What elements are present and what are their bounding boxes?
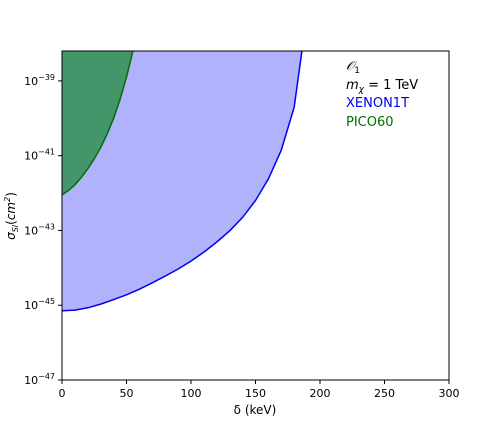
boundary-line-xenon1t bbox=[61, 50, 303, 312]
plot-fills bbox=[61, 50, 303, 312]
operator-annotation: 𝒪1 bbox=[346, 59, 360, 76]
x-axis-ticks: 0 50 100 150 200 250 300 bbox=[59, 380, 460, 400]
y-tick-label: 10−39 bbox=[24, 73, 55, 88]
y-axis-ticks: 10−47 10−45 10−43 10−41 10−39 bbox=[24, 73, 62, 387]
x-axis-label: δ (keV) bbox=[234, 403, 277, 417]
x-tick-label: 100 bbox=[181, 387, 202, 400]
x-tick-label: 300 bbox=[439, 387, 460, 400]
legend-pico60: PICO60 bbox=[346, 115, 394, 130]
region-pico60 bbox=[62, 51, 133, 195]
region-xenon1t bbox=[62, 51, 302, 311]
x-tick-label: 250 bbox=[374, 387, 395, 400]
boundary-line-pico60 bbox=[61, 50, 134, 196]
y-axis-label: σSI(cm2) bbox=[3, 192, 20, 240]
x-tick-label: 150 bbox=[245, 387, 266, 400]
y-tick-label: 10−41 bbox=[24, 148, 55, 163]
mass-annotation: mχ = 1 TeV bbox=[346, 78, 418, 95]
legend-xenon1t: XENON1T bbox=[346, 96, 409, 111]
y-tick-label: 10−43 bbox=[24, 222, 55, 237]
x-tick-label: 200 bbox=[310, 387, 331, 400]
x-tick-label: 50 bbox=[120, 387, 134, 400]
y-tick-label: 10−45 bbox=[24, 297, 55, 312]
y-tick-label: 10−47 bbox=[24, 372, 55, 387]
x-tick-label: 0 bbox=[59, 387, 66, 400]
